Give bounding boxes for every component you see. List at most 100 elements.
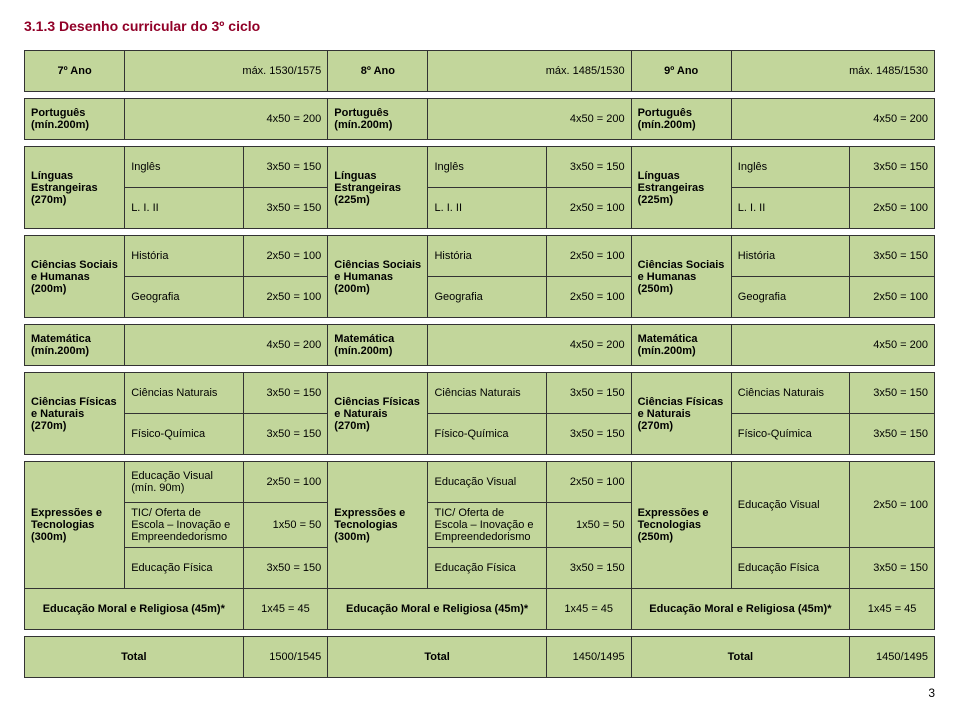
emr-val-7: 1x45 = 45 <box>243 589 328 630</box>
table-row: Físico-Química 3x50 = 150 Físico-Química… <box>25 414 935 455</box>
le-subj: L. I. II <box>125 188 243 229</box>
portugues-label-7: Português (mín.200m) <box>25 99 125 140</box>
table-row: Educação Moral e Religiosa (45m)* 1x45 =… <box>25 589 935 630</box>
cf-subj: Ciências Naturais <box>428 373 546 414</box>
cs-val: 2x50 = 100 <box>546 236 631 277</box>
le-val: 3x50 = 150 <box>243 188 328 229</box>
cs-label-7: Ciências Sociais e Humanas(200m) <box>25 236 125 318</box>
total-val-7: 1500/1545 <box>243 637 328 678</box>
total-label-7: Total <box>25 637 244 678</box>
le-val: 2x50 = 100 <box>546 188 631 229</box>
et-subj: TIC/ Oferta de Escola – Inovação e Empre… <box>428 503 546 548</box>
portugues-val-9: 4x50 = 200 <box>731 99 934 140</box>
year-7: 7º Ano <box>25 51 125 92</box>
et-val: 3x50 = 150 <box>850 548 935 589</box>
et-val: 2x50 = 100 <box>850 462 935 548</box>
le-label-7: Línguas Estrangeiras(270m) <box>25 147 125 229</box>
table-row: Matemática (mín.200m) 4x50 = 200 Matemát… <box>25 325 935 366</box>
cf-val: 3x50 = 150 <box>243 373 328 414</box>
year-9-max: máx. 1485/1530 <box>731 51 934 92</box>
cf-subj: Físico-Química <box>731 414 849 455</box>
emr-label-9: Educação Moral e Religiosa (45m)* <box>631 589 850 630</box>
table-row: 7º Ano máx. 1530/1575 8º Ano máx. 1485/1… <box>25 51 935 92</box>
mat-label-8: Matemática (mín.200m) <box>328 325 428 366</box>
table-row: Português (mín.200m) 4x50 = 200 Portuguê… <box>25 99 935 140</box>
cs-val: 2x50 = 100 <box>850 277 935 318</box>
cf-val: 3x50 = 150 <box>546 414 631 455</box>
le-subj: Inglês <box>731 147 849 188</box>
cs-val: 3x50 = 150 <box>850 236 935 277</box>
total-val-9: 1450/1495 <box>850 637 935 678</box>
et-val: 1x50 = 50 <box>243 503 328 548</box>
portugues-val-8: 4x50 = 200 <box>428 99 631 140</box>
year-7-max: máx. 1530/1575 <box>125 51 328 92</box>
le-val: 2x50 = 100 <box>850 188 935 229</box>
year-9: 9º Ano <box>631 51 731 92</box>
total-label-8: Total <box>328 637 547 678</box>
et-val: 3x50 = 150 <box>546 548 631 589</box>
cf-subj: Ciências Naturais <box>731 373 849 414</box>
total-val-8: 1450/1495 <box>546 637 631 678</box>
cs-subj: Geografia <box>428 277 546 318</box>
et-val: 2x50 = 100 <box>546 462 631 503</box>
emr-label-8: Educação Moral e Religiosa (45m)* <box>328 589 547 630</box>
le-subj: Inglês <box>125 147 243 188</box>
cf-label-7: Ciências Físicas e Naturais(270m) <box>25 373 125 455</box>
table-row: Expressões e Tecnologias(300m) Educação … <box>25 462 935 503</box>
year-8: 8º Ano <box>328 51 428 92</box>
le-subj: Inglês <box>428 147 546 188</box>
mat-val-8: 4x50 = 200 <box>428 325 631 366</box>
table-row: Total 1500/1545 Total 1450/1495 Total 14… <box>25 637 935 678</box>
et-subj: Educação Física <box>125 548 243 589</box>
le-label-8: Línguas Estrangeiras(225m) <box>328 147 428 229</box>
et-subj: TIC/ Oferta de Escola – Inovação e Empre… <box>125 503 243 548</box>
cf-val: 3x50 = 150 <box>850 373 935 414</box>
cs-val: 2x50 = 100 <box>243 236 328 277</box>
mat-label-9: Matemática (mín.200m) <box>631 325 731 366</box>
table-row: Educação Física 3x50 = 150 Educação Físi… <box>25 548 935 589</box>
cs-label-8: Ciências Sociais e Humanas(200m) <box>328 236 428 318</box>
table-row: L. I. II 3x50 = 150 L. I. II 2x50 = 100 … <box>25 188 935 229</box>
table-row: Geografia 2x50 = 100 Geografia 2x50 = 10… <box>25 277 935 318</box>
curriculum-table: 7º Ano máx. 1530/1575 8º Ano máx. 1485/1… <box>24 50 935 678</box>
le-val: 3x50 = 150 <box>243 147 328 188</box>
page-number: 3 <box>24 686 935 700</box>
section-title: 3.1.3 Desenho curricular do 3º ciclo <box>24 18 935 34</box>
cf-val: 3x50 = 150 <box>243 414 328 455</box>
cs-subj: História <box>125 236 243 277</box>
mat-val-9: 4x50 = 200 <box>731 325 934 366</box>
emr-label-7: Educação Moral e Religiosa (45m)* <box>25 589 244 630</box>
table-row: Ciências Físicas e Naturais(270m) Ciênci… <box>25 373 935 414</box>
emr-val-9: 1x45 = 45 <box>850 589 935 630</box>
emr-val-8: 1x45 = 45 <box>546 589 631 630</box>
et-val: 1x50 = 50 <box>546 503 631 548</box>
cf-val: 3x50 = 150 <box>850 414 935 455</box>
et-subj: Educação Física <box>428 548 546 589</box>
cf-subj: Ciências Naturais <box>125 373 243 414</box>
le-subj: L. I. II <box>428 188 546 229</box>
cf-subj: Físico-Química <box>125 414 243 455</box>
cf-val: 3x50 = 150 <box>546 373 631 414</box>
cs-subj: História <box>428 236 546 277</box>
le-val: 3x50 = 150 <box>546 147 631 188</box>
et-val: 3x50 = 150 <box>243 548 328 589</box>
cs-subj: Geografia <box>731 277 849 318</box>
et-subj: Educação Visual <box>428 462 546 503</box>
table-row: Ciências Sociais e Humanas(200m) Históri… <box>25 236 935 277</box>
cf-label-8: Ciências Físicas e Naturais(270m) <box>328 373 428 455</box>
et-label-8: Expressões e Tecnologias(300m) <box>328 462 428 589</box>
le-label-9: Línguas Estrangeiras(225m) <box>631 147 731 229</box>
portugues-label-9: Português (mín.200m) <box>631 99 731 140</box>
cs-val: 2x50 = 100 <box>243 277 328 318</box>
mat-label-7: Matemática (mín.200m) <box>25 325 125 366</box>
cf-label-9: Ciências Físicas e Naturais(270m) <box>631 373 731 455</box>
total-label-9: Total <box>631 637 850 678</box>
et-subj: Educação Visual (mín. 90m) <box>125 462 243 503</box>
et-label-7: Expressões e Tecnologias(300m) <box>25 462 125 589</box>
cs-subj: História <box>731 236 849 277</box>
et-label-9: Expressões e Tecnologias(250m) <box>631 462 731 589</box>
table-row: Línguas Estrangeiras(270m) Inglês 3x50 =… <box>25 147 935 188</box>
et-subj: Educação Visual <box>731 462 849 548</box>
year-8-max: máx. 1485/1530 <box>428 51 631 92</box>
portugues-label-8: Português (mín.200m) <box>328 99 428 140</box>
